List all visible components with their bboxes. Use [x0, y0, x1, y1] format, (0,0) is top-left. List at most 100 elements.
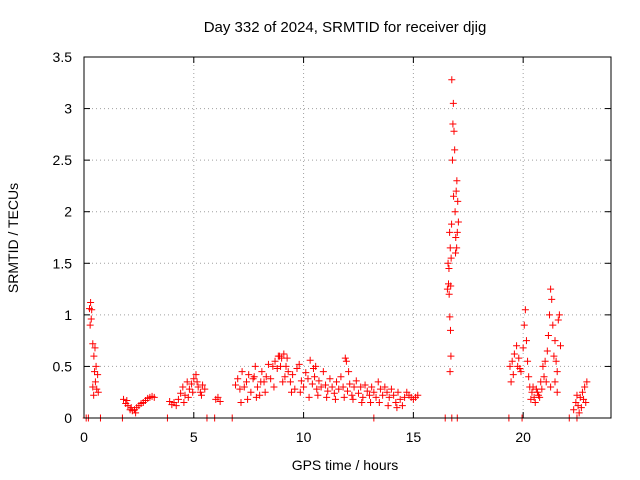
data-point: [575, 409, 583, 417]
data-point: [311, 373, 319, 381]
data-point: [506, 362, 514, 370]
data-point: [258, 368, 266, 376]
data-point: [234, 375, 242, 383]
data-point: [344, 387, 351, 395]
data-point: [120, 395, 128, 403]
data-point: [354, 389, 362, 397]
data-point: [513, 342, 521, 350]
data-point: [533, 388, 541, 396]
data-point: [510, 350, 518, 358]
data-point: [91, 368, 99, 376]
data-point: [361, 381, 369, 389]
data-point: [281, 373, 289, 381]
data-point: [236, 385, 244, 393]
data-point: [194, 383, 202, 391]
data-point: [291, 385, 299, 393]
data-point: [448, 76, 456, 84]
data-point: [94, 371, 102, 379]
data-point: [183, 378, 191, 386]
data-point: [401, 393, 409, 401]
data-point: [89, 340, 97, 348]
data-point: [293, 364, 301, 372]
data-point: [193, 378, 201, 386]
data-point: [447, 352, 455, 360]
data-point: [375, 399, 383, 407]
data-point: [262, 373, 270, 381]
chart-title: Day 332 of 2024, SRMTID for receiver dji…: [204, 19, 487, 36]
data-point: [539, 362, 547, 370]
data-point: [177, 389, 185, 397]
data-point: [544, 331, 552, 339]
data-point: [551, 337, 559, 345]
data-point: [454, 197, 462, 205]
data-point: [515, 354, 523, 362]
data-point: [89, 383, 97, 391]
data-point: [245, 371, 253, 379]
data-point: [536, 393, 544, 401]
data-point: [553, 368, 561, 376]
data-point: [240, 383, 248, 391]
data-point: [127, 404, 135, 412]
data-point: [179, 383, 187, 391]
data-point: [184, 393, 192, 401]
data-point: [289, 371, 297, 379]
y-tick-label: 0.5: [53, 358, 73, 374]
data-point: [264, 360, 272, 368]
data-point: [554, 316, 562, 324]
data-point: [345, 368, 353, 376]
data-point: [341, 354, 349, 362]
data-point: [92, 362, 100, 370]
data-point: [348, 391, 356, 399]
data-point: [542, 378, 550, 386]
data-point: [288, 388, 296, 396]
data-point: [330, 389, 338, 397]
grid: [84, 57, 611, 418]
data-point: [453, 228, 461, 236]
data-point: [283, 354, 291, 362]
data-point: [237, 399, 245, 407]
data-point: [350, 383, 358, 391]
data-point: [337, 373, 345, 381]
data-point: [280, 350, 288, 358]
data-point: [189, 388, 197, 396]
data-point: [279, 378, 287, 386]
data-point: [251, 362, 259, 370]
data-point: [271, 357, 279, 365]
data-point: [374, 378, 382, 386]
data-point: [372, 393, 380, 401]
x-tick-label: 5: [190, 429, 198, 445]
data-point: [444, 259, 452, 267]
x-axis-label: GPS time / hours: [292, 457, 399, 473]
data-point: [509, 371, 517, 379]
data-point: [450, 127, 458, 135]
data-point: [522, 337, 530, 345]
data-point: [519, 344, 527, 352]
data-point: [269, 362, 277, 370]
y-tick-label: 3.5: [53, 49, 73, 65]
data-point: [540, 373, 548, 381]
data-point: [508, 357, 516, 365]
data-point: [507, 378, 515, 386]
data-point: [86, 321, 94, 329]
data-point: [446, 244, 454, 252]
data-point: [365, 391, 373, 399]
data-point: [549, 321, 557, 329]
data-point: [573, 391, 581, 399]
data-point: [253, 383, 261, 391]
data-point: [363, 387, 371, 395]
data-point: [323, 393, 331, 401]
data-point: [319, 368, 327, 376]
data-point: [543, 347, 551, 355]
data-point: [308, 380, 316, 388]
data-point: [270, 383, 278, 391]
data-point: [583, 378, 591, 386]
data-point: [398, 402, 406, 410]
data-point: [446, 228, 454, 236]
y-tick-label: 3: [64, 101, 72, 117]
data-point: [328, 383, 336, 391]
data-point: [446, 326, 454, 334]
data-point: [188, 380, 196, 388]
data-point: [174, 395, 182, 403]
data-point: [538, 385, 546, 393]
